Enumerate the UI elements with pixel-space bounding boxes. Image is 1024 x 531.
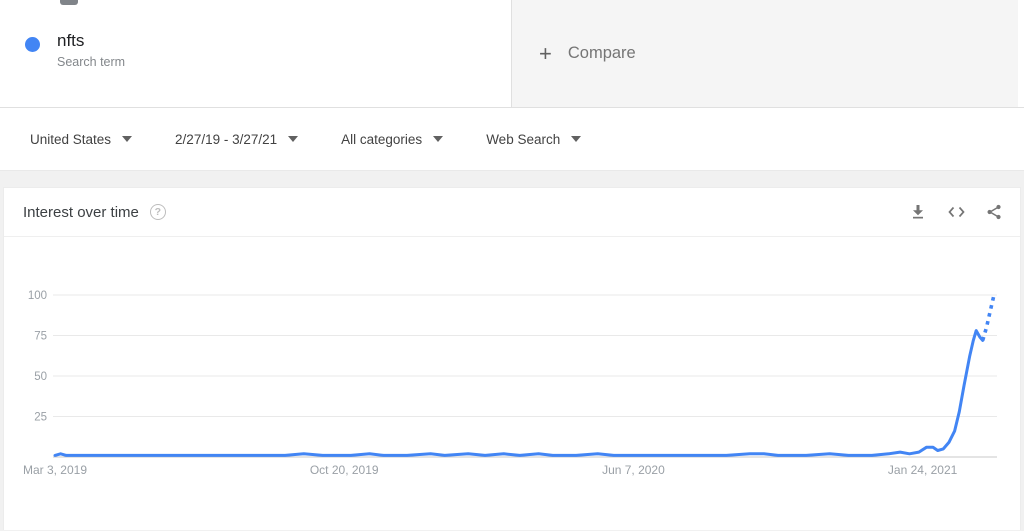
compare-label: Compare	[567, 44, 636, 62]
interest-over-time-card: Interest over time ?	[3, 187, 1021, 530]
dropdown-caret-icon	[122, 136, 133, 142]
plus-icon: +	[539, 40, 552, 66]
svg-text:Jan 24, 2021: Jan 24, 2021	[888, 463, 958, 477]
search-term-card[interactable]: nfts Search term	[0, 0, 512, 107]
search-term-text: nfts Search term	[57, 31, 125, 69]
interest-over-time-chart: 25 50 75 100 Mar 3, 2019 Oct 20, 2019 Jun 7, 2…	[23, 290, 997, 477]
category-filter[interactable]: All categories	[341, 131, 444, 147]
series-color-dot	[25, 37, 40, 52]
region-filter-label: United States	[30, 131, 112, 147]
chart-actions	[909, 203, 1003, 221]
search-term-type: Search term	[57, 55, 126, 69]
svg-text:Oct 20, 2019: Oct 20, 2019	[310, 463, 379, 477]
embed-code-icon[interactable]	[947, 203, 965, 221]
chart-title: Interest over time	[23, 203, 139, 221]
svg-text:100: 100	[28, 290, 47, 302]
date-range-filter[interactable]: 2/27/19 - 3/27/21	[175, 131, 299, 147]
cropped-element	[60, 0, 78, 5]
search-terms-bar: nfts Search term + Compare	[0, 0, 1024, 108]
svg-text:Jun 7, 2020: Jun 7, 2020	[602, 463, 665, 477]
dropdown-caret-icon	[433, 136, 444, 142]
search-type-filter[interactable]: Web Search	[486, 131, 582, 147]
share-icon[interactable]	[985, 203, 1003, 221]
svg-text:25: 25	[34, 412, 47, 424]
search-type-filter-label: Web Search	[486, 131, 561, 147]
filter-bar: United States 2/27/19 - 3/27/21 All cate…	[0, 108, 1024, 171]
svg-text:75: 75	[34, 331, 47, 343]
search-term-label: nfts	[57, 31, 85, 50]
dropdown-caret-icon	[571, 136, 582, 142]
dropdown-caret-icon	[288, 136, 299, 142]
region-filter[interactable]: United States	[30, 131, 133, 147]
svg-text:50: 50	[34, 371, 47, 383]
section-gap	[0, 171, 1024, 187]
date-range-filter-label: 2/27/19 - 3/27/21	[175, 131, 278, 147]
download-icon[interactable]	[909, 203, 927, 221]
compare-button[interactable]: + Compare	[512, 0, 1018, 107]
category-filter-label: All categories	[341, 131, 423, 147]
help-icon[interactable]: ?	[149, 204, 166, 220]
chart-header: Interest over time ?	[4, 188, 1020, 237]
svg-text:Mar 3, 2019: Mar 3, 2019	[23, 463, 87, 477]
